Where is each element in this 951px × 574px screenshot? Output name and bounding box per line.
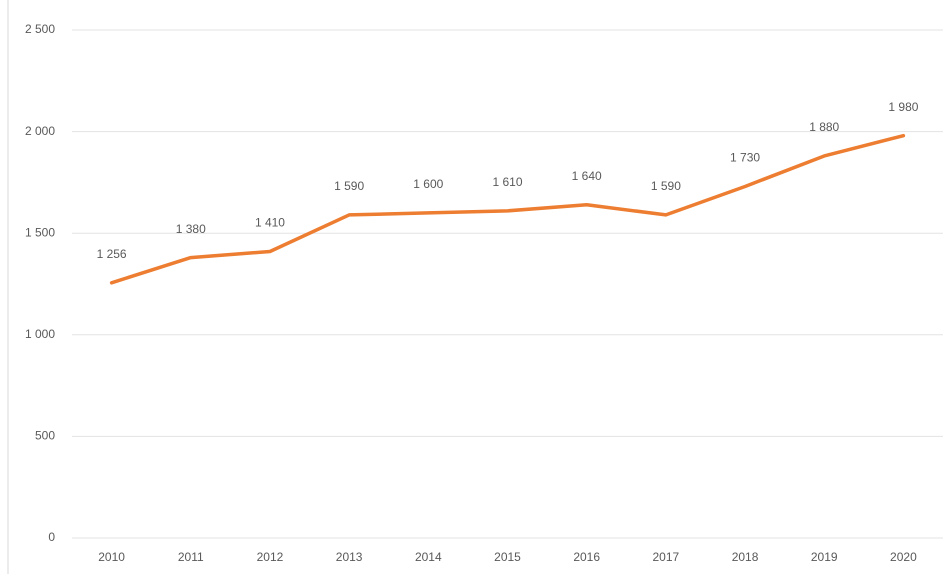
- data-label: 1 640: [572, 169, 602, 183]
- x-tick-label: 2012: [257, 550, 284, 564]
- x-tick-label: 2017: [653, 550, 680, 564]
- x-tick-label: 2020: [890, 550, 917, 564]
- y-tick-label: 1 000: [25, 327, 55, 341]
- y-tick-label: 0: [48, 530, 55, 544]
- x-tick-label: 2018: [732, 550, 759, 564]
- line: [109, 133, 906, 285]
- data-label: 1 410: [255, 216, 285, 230]
- data-label: 1 590: [334, 179, 364, 193]
- x-tick-label: 2016: [573, 550, 600, 564]
- data-label: 1 730: [730, 151, 760, 165]
- x-tick-label: 2014: [415, 550, 442, 564]
- data-label: 1 380: [176, 222, 206, 236]
- data-label: 1 590: [651, 179, 681, 193]
- x-tick-label: 2019: [811, 550, 838, 564]
- x-tick-label: 2010: [98, 550, 125, 564]
- data-label: 1 610: [492, 175, 522, 189]
- data-label: 1 600: [413, 177, 443, 191]
- y-tick-label: 2 000: [25, 124, 55, 138]
- y-tick-label: 500: [35, 429, 55, 443]
- x-tick-label: 2011: [178, 550, 204, 564]
- data-label: 1 256: [97, 247, 127, 261]
- x-tick-label: 2015: [494, 550, 521, 564]
- x-tick-label: 2013: [336, 550, 363, 564]
- y-tick-label: 2 500: [25, 22, 55, 36]
- data-label: 1 980: [888, 100, 918, 114]
- data-label: 1 880: [809, 120, 839, 134]
- y-tick-label: 1 500: [25, 225, 55, 239]
